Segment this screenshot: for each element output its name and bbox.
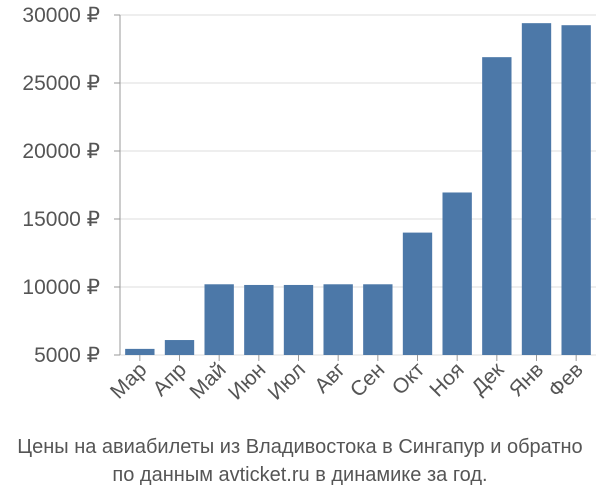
bar [482,57,512,355]
caption-line-1: Цены на авиабилеты из Владивостока в Син… [17,436,583,458]
y-tick-label: 25000 ₽ [22,72,100,95]
x-tick-label: Ноя [425,358,468,401]
bar [164,340,195,355]
bar [442,192,472,355]
x-tick-label: Мар [106,358,151,403]
bar [283,284,314,355]
x-tick-label: Дек [467,358,509,400]
x-tick-label: Май [185,358,230,403]
x-tick-label: Янв [505,358,548,401]
bar-chart: 5000 ₽ 10000 ₽ 15000 ₽ 20000 ₽ 25000 ₽ 30000 … [22,4,596,405]
x-tick-label: Июн [224,358,270,404]
bar [521,23,552,355]
bar [561,25,591,355]
bar [244,284,274,355]
y-tick-label: 15000 ₽ [22,208,100,231]
bars [125,23,591,355]
x-tick-label: Окт [388,358,430,400]
caption-line-2: по данным avticket.ru в динамике за год. [112,464,488,486]
y-axis-ticks: 5000 ₽ 10000 ₽ 15000 ₽ 20000 ₽ 25000 ₽ 30000 … [22,4,120,367]
gridlines [120,14,596,356]
y-tick-label: 30000 ₽ [22,4,100,27]
bar [323,284,353,355]
x-tick-label: Июл [264,358,310,404]
x-tick-label: Апр [149,358,191,400]
y-tick-label: 5000 ₽ [34,344,100,367]
bar [402,232,433,355]
y-tick-label: 20000 ₽ [22,140,100,163]
x-tick-label: Авг [310,358,350,398]
bar [363,284,393,355]
y-tick-label: 10000 ₽ [22,276,100,299]
x-tick-label: Сен [346,358,389,401]
bar [204,284,234,355]
bar [125,348,155,355]
x-tick-label: Фев [544,358,588,402]
